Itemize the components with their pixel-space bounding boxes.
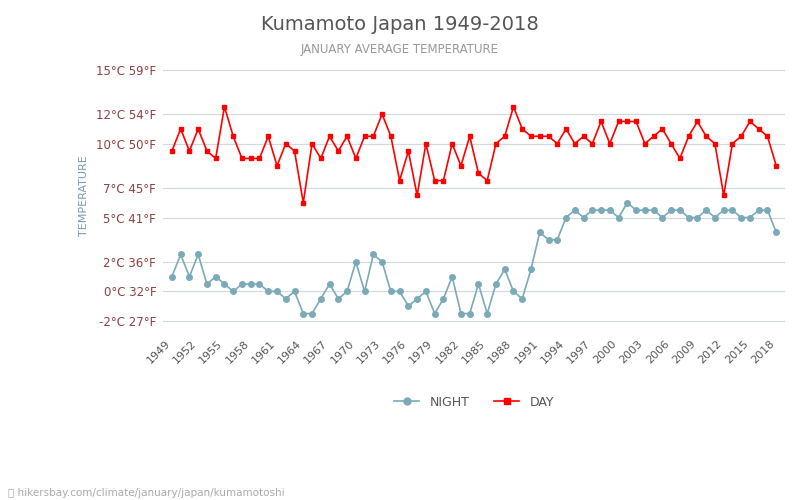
Text: 📍 hikersbay.com/climate/january/japan/kumamotoshi: 📍 hikersbay.com/climate/january/japan/ku… <box>8 488 285 498</box>
DAY <box>298 200 308 206</box>
Legend: NIGHT, DAY: NIGHT, DAY <box>390 390 558 413</box>
Text: JANUARY AVERAGE TEMPERATURE: JANUARY AVERAGE TEMPERATURE <box>301 42 499 56</box>
Text: Kumamoto Japan 1949-2018: Kumamoto Japan 1949-2018 <box>261 15 539 34</box>
DAY <box>518 126 527 132</box>
DAY <box>220 104 230 110</box>
DAY <box>771 163 781 169</box>
DAY <box>325 134 334 140</box>
NIGHT <box>430 310 439 316</box>
DAY <box>369 134 378 140</box>
DAY <box>167 148 177 154</box>
NIGHT <box>246 281 255 287</box>
NIGHT <box>622 200 632 206</box>
NIGHT <box>702 207 711 213</box>
NIGHT <box>316 296 326 302</box>
NIGHT <box>509 288 518 294</box>
Y-axis label: TEMPERATURE: TEMPERATURE <box>79 155 89 236</box>
DAY <box>254 156 264 162</box>
NIGHT <box>298 310 308 316</box>
DAY <box>438 178 448 184</box>
Line: NIGHT: NIGHT <box>169 200 779 316</box>
NIGHT <box>167 274 177 280</box>
Line: DAY: DAY <box>170 104 778 205</box>
NIGHT <box>360 288 370 294</box>
NIGHT <box>771 230 781 235</box>
DAY <box>702 134 711 140</box>
